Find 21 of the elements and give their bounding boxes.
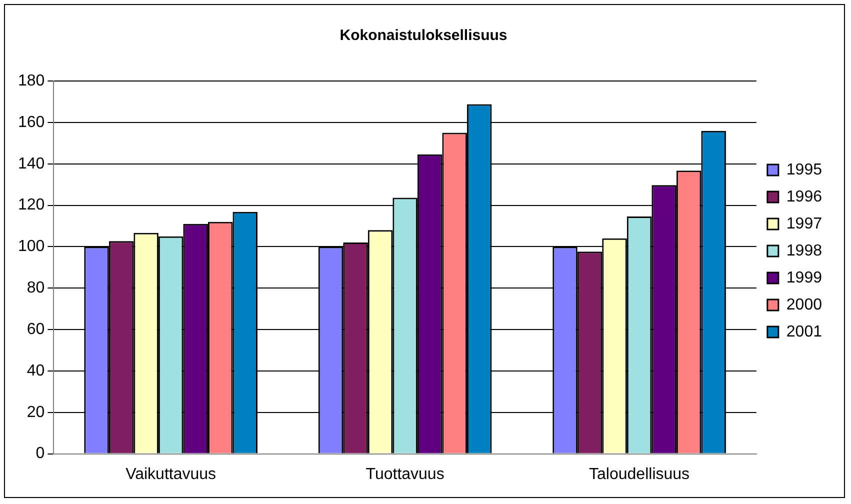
- legend-label: 2000: [786, 296, 822, 314]
- y-tick-label: 60: [26, 320, 45, 338]
- legend-label: 1999: [786, 269, 822, 286]
- y-tick-label: 180: [18, 72, 45, 90]
- x-tick-label: Vaikuttavuus: [126, 466, 216, 483]
- legend-label: 1995: [786, 161, 822, 178]
- y-tick-label: 140: [18, 155, 45, 172]
- x-tick-label: Taloudellisuus: [589, 466, 690, 483]
- y-tick-label: 100: [18, 238, 45, 256]
- y-tick-label: 0: [36, 445, 45, 462]
- legend-label: 1997: [786, 215, 822, 232]
- x-tick-label: Tuottavuus: [366, 466, 444, 483]
- y-tick-label: 80: [26, 280, 45, 297]
- legend-label: 1996: [786, 188, 822, 206]
- y-tick-label: 40: [26, 362, 45, 380]
- y-tick-label: 120: [18, 196, 45, 214]
- y-tick-label: 160: [18, 114, 45, 131]
- chart-title: Kokonaistuloksellisuus: [340, 27, 508, 44]
- legend-label: 2001: [786, 323, 822, 340]
- y-tick-label: 20: [26, 404, 45, 421]
- legend-label: 1998: [786, 242, 822, 260]
